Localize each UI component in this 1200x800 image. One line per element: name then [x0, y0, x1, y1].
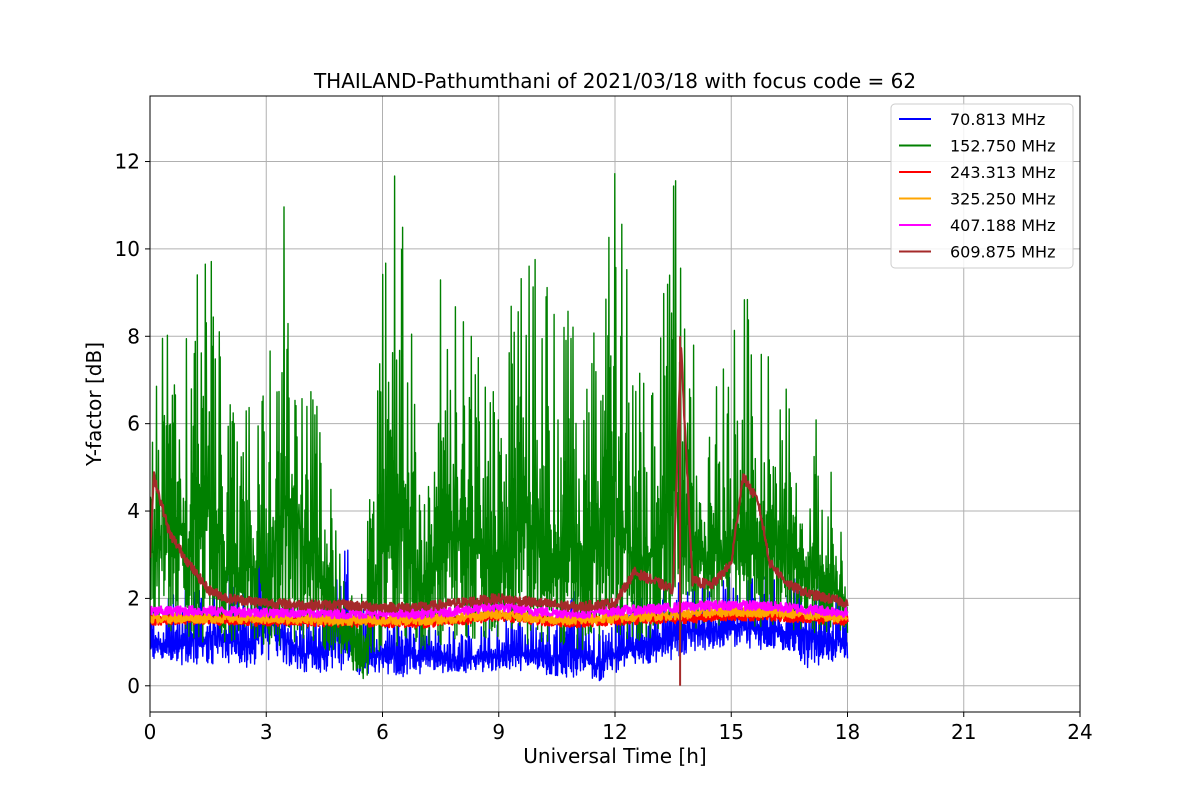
x-axis-label: Universal Time [h]: [523, 744, 706, 768]
y-tick-label: 0: [127, 674, 140, 698]
x-tick-label: 18: [835, 720, 860, 744]
legend-label: 243.313 MHz: [950, 163, 1055, 182]
y-tick-label: 6: [127, 412, 140, 436]
series-group: [150, 173, 849, 686]
legend-label: 70.813 MHz: [950, 110, 1045, 129]
y-tick-label: 12: [115, 150, 140, 174]
y-tick-label: 4: [127, 499, 140, 523]
y-axis-label: Y-factor [dB]: [82, 342, 106, 467]
plot-area: [150, 173, 849, 686]
legend-label: 152.750 MHz: [950, 137, 1055, 156]
legend-label: 609.875 MHz: [950, 243, 1055, 262]
series-line-5: [150, 347, 849, 613]
series-line-4: [150, 599, 849, 620]
x-tick-label: 9: [492, 720, 505, 744]
legend: 70.813 MHz 152.750 MHz 243.313 MHz 325.250 …: [890, 103, 1074, 269]
x-tick-label: 0: [144, 720, 157, 744]
series-line-3: [150, 605, 849, 627]
y-tick-label: 8: [127, 324, 140, 348]
x-tick-label: 3: [260, 720, 273, 744]
x-tick-label: 21: [951, 720, 976, 744]
x-axis: 0 3 6 9 12 15 18 21 24: [144, 712, 1093, 744]
y-tick-label: 2: [127, 586, 140, 610]
y-tick-label: 10: [115, 237, 140, 261]
x-tick-label: 6: [376, 720, 389, 744]
legend-label: 325.250 MHz: [950, 190, 1055, 209]
legend-label: 407.188 MHz: [950, 216, 1055, 235]
legend-box: [890, 103, 1074, 269]
x-tick-label: 12: [602, 720, 627, 744]
x-tick-label: 15: [719, 720, 744, 744]
y-axis: 0 2 4 6 8 10 12: [115, 150, 150, 698]
x-tick-label: 24: [1067, 720, 1092, 744]
chart-title: THAILAND-Pathumthani of 2021/03/18 with …: [313, 69, 916, 93]
